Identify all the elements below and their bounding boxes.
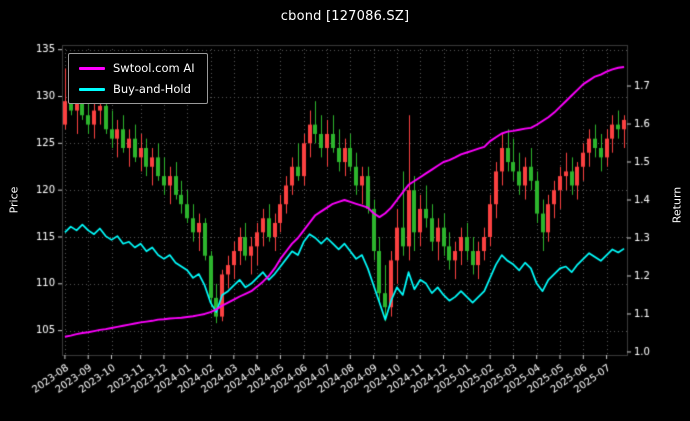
ai-line-swatch bbox=[79, 66, 105, 70]
legend: Swtool.com AI Buy-and-Hold bbox=[68, 53, 208, 104]
legend-label-buy-and-hold: Buy-and-Hold bbox=[113, 82, 191, 96]
legend-label-ai: Swtool.com AI bbox=[113, 61, 195, 75]
buy-and-hold-line-swatch bbox=[79, 87, 105, 91]
y-axis-label-return: Return bbox=[670, 186, 684, 224]
chart-title: cbond [127086.SZ] bbox=[280, 9, 410, 24]
legend-item-buy-and-hold: Buy-and-Hold bbox=[79, 82, 195, 96]
legend-item-ai: Swtool.com AI bbox=[79, 61, 195, 75]
y-axis-label-price: Price bbox=[7, 186, 21, 214]
